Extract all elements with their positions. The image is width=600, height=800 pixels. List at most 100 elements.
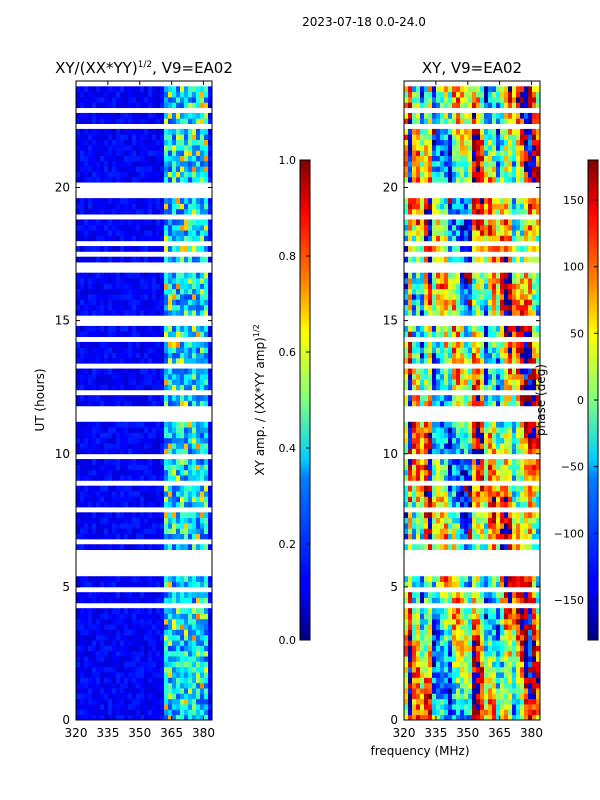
heatmap-cell: [452, 496, 457, 503]
heatmap-cell: [444, 528, 449, 535]
heatmap-cell: [164, 576, 169, 582]
heatmap-cell: [504, 645, 509, 652]
heatmap-cell: [192, 618, 197, 625]
heatmap-cell: [128, 709, 133, 716]
heatmap-cell: [152, 421, 157, 428]
heatmap-cell: [208, 522, 212, 529]
heatmap-cell: [112, 427, 117, 433]
heatmap-cell: [152, 448, 157, 455]
heatmap-cell: [124, 485, 129, 492]
heatmap-cell: [536, 656, 540, 662]
heatmap-cell: [520, 341, 525, 348]
heatmap-cell: [156, 256, 161, 263]
heatmap-cell: [172, 86, 177, 93]
heatmap-cell: [468, 469, 473, 476]
heatmap-cell: [104, 246, 109, 252]
heatmap-cell: [204, 299, 209, 306]
heatmap-cell: [204, 230, 209, 236]
heatmap-cell: [516, 517, 521, 524]
heatmap-cell: [84, 144, 89, 151]
heatmap-cell: [92, 246, 97, 252]
heatmap-cell: [416, 347, 421, 353]
heatmap-cell: [164, 91, 169, 98]
heatmap-cell: [460, 645, 465, 652]
heatmap-cell: [168, 656, 173, 662]
heatmap-cell: [112, 219, 117, 226]
heatmap-cell: [84, 278, 89, 284]
heatmap-cell: [108, 469, 113, 476]
heatmap-cell: [492, 357, 497, 364]
heatmap-cell: [192, 102, 197, 109]
heatmap-cell: [144, 491, 149, 497]
heatmap-cell: [416, 533, 421, 540]
heatmap-cell: [536, 618, 540, 625]
heatmap-cell: [164, 421, 169, 428]
heatmap-cell: [412, 608, 417, 614]
heatmap-cell: [128, 624, 133, 630]
heatmap-cell: [80, 166, 85, 172]
heatmap-cell: [472, 464, 477, 471]
heatmap-cell: [496, 709, 501, 716]
heatmap-cell: [208, 682, 212, 689]
heatmap-cell: [76, 693, 81, 700]
heatmap-cell: [172, 650, 177, 657]
heatmap-cell: [200, 698, 205, 705]
heatmap-cell: [460, 341, 465, 348]
heatmap-cell: [472, 650, 477, 657]
heatmap-cell: [172, 160, 177, 167]
heatmap-cell: [124, 709, 129, 716]
heatmap-cell: [164, 373, 169, 380]
heatmap-cell: [172, 139, 177, 146]
heatmap-cell: [188, 714, 193, 720]
heatmap-cell: [100, 698, 105, 705]
heatmap-cell: [128, 91, 133, 98]
heatmap-cell: [164, 256, 169, 263]
heatmap-cell: [436, 464, 441, 471]
heatmap-cell: [492, 501, 497, 508]
heatmap-cell: [480, 608, 485, 614]
heatmap-cell: [164, 656, 169, 662]
heatmap-cell: [176, 235, 181, 242]
heatmap-cell: [96, 102, 101, 109]
heatmap-cell: [188, 704, 193, 710]
heatmap-cell: [208, 118, 212, 124]
heatmap-cell: [136, 608, 141, 614]
heatmap-cell: [136, 485, 141, 492]
heatmap-cell: [132, 368, 137, 375]
heatmap-cell: [120, 352, 125, 359]
heatmap-cell: [512, 698, 517, 705]
heatmap-cell: [440, 650, 445, 657]
heatmap-cell: [536, 384, 540, 391]
heatmap-cell: [200, 128, 205, 135]
heatmap-cell: [512, 437, 517, 444]
heatmap-cell: [464, 443, 469, 449]
heatmap-cell: [76, 91, 81, 98]
heatmap-cell: [192, 475, 197, 481]
heatmap-cell: [452, 693, 457, 700]
heatmap-cell: [492, 581, 497, 588]
heatmap-cell: [148, 443, 153, 449]
heatmap-cell: [80, 693, 85, 700]
heatmap-cell: [152, 134, 157, 140]
heatmap-cell: [168, 624, 173, 630]
heatmap-cell: [148, 459, 153, 465]
heatmap-cell: [152, 299, 157, 306]
heatmap-cell: [404, 469, 409, 476]
heatmap-cell: [100, 128, 105, 135]
heatmap-cell: [80, 576, 85, 582]
heatmap-cell: [196, 347, 201, 353]
heatmap-cell: [472, 592, 477, 598]
heatmap-cell: [128, 501, 133, 508]
heatmap-cell: [152, 682, 157, 689]
heatmap-cell: [436, 427, 441, 433]
heatmap-cell: [192, 528, 197, 535]
heatmap-cell: [168, 522, 173, 529]
heatmap-cell: [124, 501, 129, 508]
heatmap-cell: [448, 522, 453, 529]
heatmap-cell: [432, 693, 437, 700]
heatmap-cell: [412, 373, 417, 380]
heatmap-cell: [112, 672, 117, 678]
heatmap-cell: [420, 592, 425, 598]
heatmap-cell: [200, 283, 205, 290]
heatmap-cell: [496, 469, 501, 476]
